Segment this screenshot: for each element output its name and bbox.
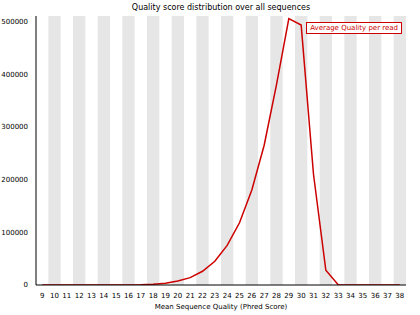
svg-text:25: 25 xyxy=(235,292,244,300)
svg-text:23: 23 xyxy=(210,292,219,300)
svg-text:13: 13 xyxy=(87,292,96,300)
svg-text:24: 24 xyxy=(223,292,232,300)
svg-text:20: 20 xyxy=(173,292,182,300)
svg-text:26: 26 xyxy=(247,292,256,300)
svg-text:28: 28 xyxy=(272,292,281,300)
svg-text:35: 35 xyxy=(358,292,367,300)
svg-text:22: 22 xyxy=(198,292,207,300)
svg-text:300000: 300000 xyxy=(8,123,28,131)
svg-text:30: 30 xyxy=(297,292,306,300)
svg-text:11: 11 xyxy=(62,292,71,300)
svg-text:400000: 400000 xyxy=(8,71,28,79)
svg-text:33: 33 xyxy=(334,292,343,300)
svg-text:Mean Sequence Quality (Phred S: Mean Sequence Quality (Phred Score) xyxy=(155,303,288,311)
svg-text:27: 27 xyxy=(260,292,269,300)
svg-text:10: 10 xyxy=(50,292,59,300)
html-text:Average Quality per read: Average Quality per read xyxy=(310,24,398,32)
svg-text:37: 37 xyxy=(383,292,392,300)
svg-text:9: 9 xyxy=(40,292,44,300)
svg-text:38: 38 xyxy=(395,292,404,300)
svg-text:21: 21 xyxy=(186,292,195,300)
svg-text:15: 15 xyxy=(112,292,121,300)
svg-text:100000: 100000 xyxy=(8,229,28,237)
svg-text:29: 29 xyxy=(284,292,293,300)
svg-text:500000: 500000 xyxy=(8,18,28,26)
svg-text:16: 16 xyxy=(124,292,133,300)
svg-text:18: 18 xyxy=(149,292,158,300)
svg-text:0: 0 xyxy=(24,281,28,289)
svg-text:32: 32 xyxy=(321,292,330,300)
html-text:Quality score distribution ove: Quality score distribution over all sequ… xyxy=(131,3,311,12)
svg-text:31: 31 xyxy=(309,292,318,300)
svg-text:34: 34 xyxy=(346,292,355,300)
svg-text:14: 14 xyxy=(99,292,108,300)
svg-text:17: 17 xyxy=(136,292,145,300)
svg-text:19: 19 xyxy=(161,292,170,300)
svg-text:12: 12 xyxy=(75,292,84,300)
svg-text:200000: 200000 xyxy=(8,176,28,184)
svg-text:36: 36 xyxy=(371,292,380,300)
